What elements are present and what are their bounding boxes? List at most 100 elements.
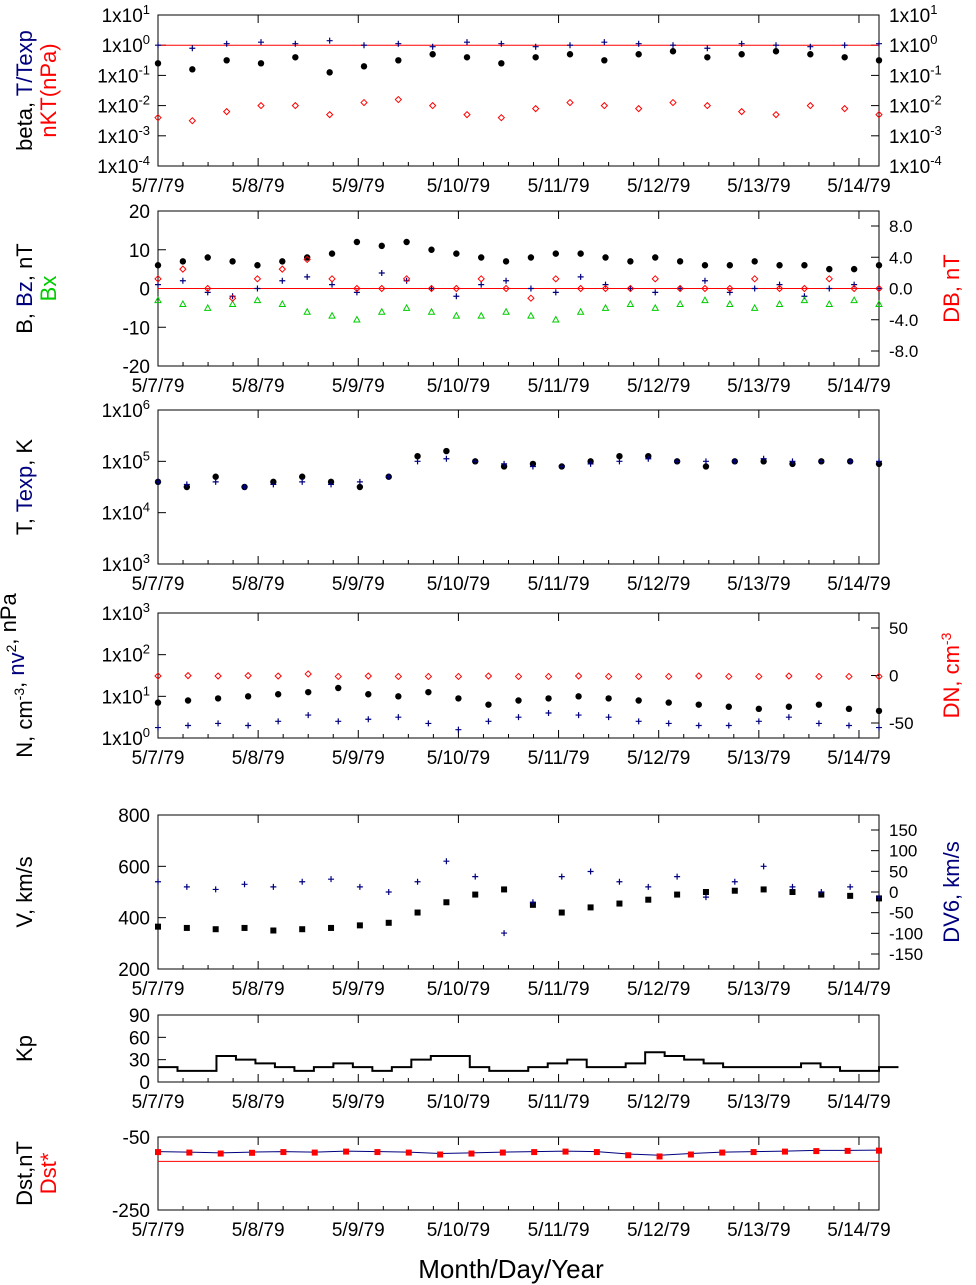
data-point xyxy=(527,285,534,292)
data-point xyxy=(155,923,161,930)
data-point xyxy=(257,101,265,110)
data-point xyxy=(529,463,536,470)
data-point xyxy=(645,896,652,903)
data-point xyxy=(343,1148,350,1155)
data-point xyxy=(253,296,262,304)
data-point xyxy=(785,714,792,721)
data-point xyxy=(452,284,461,293)
y-axis-label: V, km/s xyxy=(12,856,37,927)
data-point xyxy=(292,40,299,47)
x-tick-label: 5/10/79 xyxy=(427,1220,490,1241)
x-tick-label: 5/12/79 xyxy=(627,176,690,197)
data-point xyxy=(701,277,708,284)
y-right-tick-label: 1x10-3 xyxy=(889,123,942,148)
data-point xyxy=(625,1152,632,1159)
data-point xyxy=(328,275,336,283)
data-point xyxy=(825,275,833,283)
x-tick-label: 5/9/79 xyxy=(332,748,385,769)
data-point xyxy=(275,718,282,725)
data-point xyxy=(328,311,336,319)
data-point xyxy=(775,299,784,307)
data-point xyxy=(356,478,363,485)
data-point xyxy=(674,458,681,465)
data-point xyxy=(328,250,336,257)
x-tick-label: 5/12/79 xyxy=(627,1220,690,1241)
y-right-tick-label: -100 xyxy=(889,924,923,943)
data-point xyxy=(645,455,652,462)
data-point xyxy=(558,873,565,880)
series-DB xyxy=(154,255,883,302)
data-point xyxy=(395,57,402,64)
data-point xyxy=(443,447,450,455)
data-point xyxy=(455,695,462,702)
data-point xyxy=(575,693,582,700)
data-point xyxy=(634,672,643,681)
data-point xyxy=(515,697,522,704)
y-right-tick-label: 0 xyxy=(889,883,898,902)
data-point xyxy=(183,883,190,890)
data-point xyxy=(725,722,732,729)
data-point xyxy=(501,886,508,893)
data-point xyxy=(876,724,882,731)
y-tick-label: 0 xyxy=(139,280,150,301)
data-point xyxy=(772,110,780,119)
data-point xyxy=(274,672,282,680)
data-point xyxy=(635,718,642,725)
data-point xyxy=(676,299,684,307)
data-point xyxy=(719,1149,726,1156)
data-point xyxy=(155,478,161,485)
series-red xyxy=(154,95,883,125)
x-tick-label: 5/14/79 xyxy=(827,1092,890,1113)
data-point xyxy=(616,458,623,465)
data-point xyxy=(229,258,236,265)
data-point xyxy=(702,889,709,895)
x-tick-label: 5/12/79 xyxy=(627,979,690,1000)
data-point xyxy=(845,672,853,681)
panel-frame xyxy=(157,1136,880,1211)
data-point xyxy=(385,473,392,480)
data-point xyxy=(437,1151,444,1158)
data-point xyxy=(360,63,368,70)
data-point xyxy=(214,695,222,702)
data-point xyxy=(695,701,702,708)
data-point xyxy=(574,672,583,680)
data-point xyxy=(385,919,392,926)
y-right-tick-label: 1x100 xyxy=(889,32,937,57)
series-Texp xyxy=(155,455,882,490)
data-point xyxy=(299,478,306,485)
data-point xyxy=(651,275,659,283)
data-point xyxy=(875,299,883,307)
data-point xyxy=(532,54,539,61)
data-point xyxy=(154,60,162,67)
data-point xyxy=(845,722,852,729)
data-point xyxy=(669,48,677,55)
y-right-axis-label: DV6, km/s xyxy=(939,841,964,942)
x-tick-label: 5/13/79 xyxy=(727,176,790,197)
data-point xyxy=(826,265,833,273)
panel-6: 5/7/79 5/8/79 5/9/79 5/10/79 5/11/79 5/12/79 5… xyxy=(12,1006,899,1113)
data-point xyxy=(674,891,681,898)
y-right-axis-label: DB, nT xyxy=(939,254,964,322)
data-point xyxy=(179,265,187,273)
data-point xyxy=(751,258,758,265)
data-point xyxy=(552,289,559,296)
x-tick-label: 5/9/79 xyxy=(332,1092,385,1113)
data-point xyxy=(183,924,190,931)
y-right-tick-label: 1x10-4 xyxy=(889,153,942,178)
data-point xyxy=(279,277,286,284)
data-point xyxy=(726,289,733,296)
data-point xyxy=(847,892,854,899)
data-point xyxy=(186,1149,193,1156)
y-right-tick-label: 50 xyxy=(889,862,908,881)
data-point xyxy=(179,299,187,307)
data-point xyxy=(365,716,372,723)
data-point xyxy=(468,1150,475,1157)
data-point xyxy=(789,458,796,465)
panel-frame xyxy=(157,409,880,565)
data-point xyxy=(785,703,793,710)
data-point xyxy=(374,1149,381,1156)
y-tick-label: 1x101 xyxy=(102,683,150,708)
data-point xyxy=(212,478,219,485)
data-point xyxy=(875,284,883,293)
y-tick-label: 1x101 xyxy=(102,2,150,27)
